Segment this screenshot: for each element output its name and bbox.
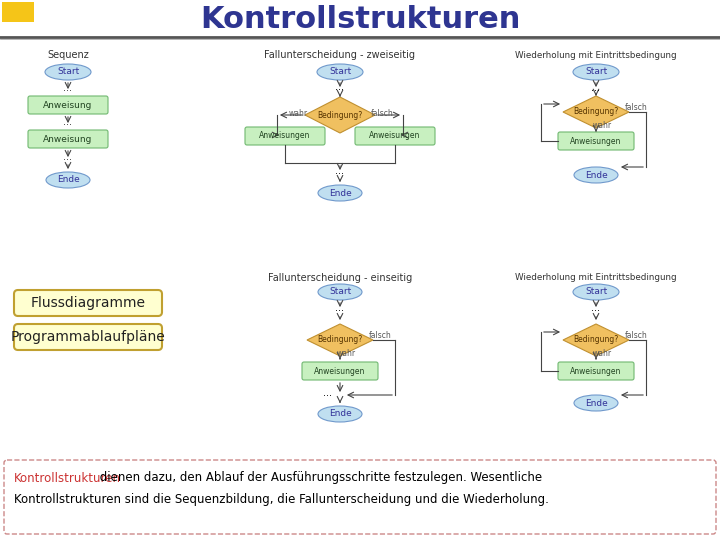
Text: ...: ... bbox=[63, 152, 73, 162]
Ellipse shape bbox=[46, 172, 90, 188]
Text: wahr: wahr bbox=[593, 349, 611, 359]
Ellipse shape bbox=[574, 167, 618, 183]
Text: Flussdiagramme: Flussdiagramme bbox=[30, 296, 145, 310]
Text: Anweisung: Anweisung bbox=[43, 100, 93, 110]
Text: Ende: Ende bbox=[57, 176, 79, 185]
Text: wahr: wahr bbox=[336, 349, 356, 359]
Text: wahr: wahr bbox=[289, 109, 307, 118]
Text: Fallunterscheidung - einseitig: Fallunterscheidung - einseitig bbox=[268, 273, 412, 283]
Text: falsch: falsch bbox=[369, 332, 392, 341]
Ellipse shape bbox=[574, 395, 618, 411]
Ellipse shape bbox=[318, 284, 362, 300]
Text: Programmablaufpläne: Programmablaufpläne bbox=[11, 330, 166, 344]
Text: Anweisung: Anweisung bbox=[43, 134, 93, 144]
Text: wahr: wahr bbox=[593, 122, 611, 131]
Text: dienen dazu, den Ablauf der Ausführungsschritte festzulegen. Wesentliche: dienen dazu, den Ablauf der Ausführungss… bbox=[96, 471, 542, 484]
Polygon shape bbox=[307, 324, 373, 356]
Ellipse shape bbox=[318, 185, 362, 201]
Text: ...: ... bbox=[592, 303, 600, 313]
Text: Ende: Ende bbox=[585, 399, 608, 408]
Text: Kontrollstrukturen sind die Sequenzbildung, die Fallunterscheidung und die Wiede: Kontrollstrukturen sind die Sequenzbildu… bbox=[14, 494, 549, 507]
Text: falsch: falsch bbox=[625, 104, 647, 112]
Text: Start: Start bbox=[329, 68, 351, 77]
Text: Ende: Ende bbox=[328, 409, 351, 418]
FancyBboxPatch shape bbox=[28, 130, 108, 148]
FancyBboxPatch shape bbox=[14, 324, 162, 350]
Ellipse shape bbox=[573, 284, 619, 300]
Text: ...: ... bbox=[323, 388, 333, 398]
Polygon shape bbox=[305, 97, 375, 133]
Text: Sequenz: Sequenz bbox=[47, 50, 89, 60]
Text: Fallunterscheidung - zweiseitig: Fallunterscheidung - zweiseitig bbox=[264, 50, 415, 60]
Text: Kontrollstrukturen: Kontrollstrukturen bbox=[200, 5, 520, 35]
Text: Anweisungen: Anweisungen bbox=[259, 132, 311, 140]
Text: Bedingung?: Bedingung? bbox=[573, 335, 618, 345]
Text: ...: ... bbox=[592, 83, 600, 93]
Text: Bedingung?: Bedingung? bbox=[318, 111, 363, 119]
Text: Bedingung?: Bedingung? bbox=[573, 107, 618, 117]
Polygon shape bbox=[563, 324, 629, 356]
FancyBboxPatch shape bbox=[28, 96, 108, 114]
Text: Wiederholung mit Eintrittsbedingung: Wiederholung mit Eintrittsbedingung bbox=[516, 273, 677, 282]
Text: Anweisungen: Anweisungen bbox=[369, 132, 420, 140]
Text: Start: Start bbox=[329, 287, 351, 296]
FancyBboxPatch shape bbox=[558, 362, 634, 380]
Text: Start: Start bbox=[57, 68, 79, 77]
Text: falsch: falsch bbox=[625, 332, 647, 341]
Text: Start: Start bbox=[585, 68, 607, 77]
Text: Anweisungen: Anweisungen bbox=[570, 367, 621, 375]
Text: Anweisungen: Anweisungen bbox=[570, 137, 621, 145]
FancyBboxPatch shape bbox=[245, 127, 325, 145]
Text: Ende: Ende bbox=[585, 171, 608, 179]
Text: falsch: falsch bbox=[371, 109, 393, 118]
FancyBboxPatch shape bbox=[302, 362, 378, 380]
Ellipse shape bbox=[318, 406, 362, 422]
Text: ...: ... bbox=[336, 166, 344, 176]
FancyBboxPatch shape bbox=[14, 290, 162, 316]
Polygon shape bbox=[563, 96, 629, 128]
Bar bbox=[2, 2, 34, 22]
Text: ...: ... bbox=[336, 303, 344, 313]
Ellipse shape bbox=[573, 64, 619, 80]
FancyBboxPatch shape bbox=[355, 127, 435, 145]
Text: Kontrollstrukturen: Kontrollstrukturen bbox=[14, 471, 121, 484]
FancyBboxPatch shape bbox=[4, 460, 716, 534]
Text: ...: ... bbox=[63, 83, 73, 93]
Text: ...: ... bbox=[63, 117, 73, 127]
Text: Wiederholung mit Eintrittsbedingung: Wiederholung mit Eintrittsbedingung bbox=[516, 51, 677, 59]
FancyBboxPatch shape bbox=[558, 132, 634, 150]
Text: 25: 25 bbox=[9, 5, 27, 18]
Text: Start: Start bbox=[585, 287, 607, 296]
Ellipse shape bbox=[45, 64, 91, 80]
Ellipse shape bbox=[317, 64, 363, 80]
Text: Anweisungen: Anweisungen bbox=[315, 367, 366, 375]
Text: ...: ... bbox=[336, 82, 344, 92]
Text: Ende: Ende bbox=[328, 188, 351, 198]
Text: Bedingung?: Bedingung? bbox=[318, 335, 363, 345]
